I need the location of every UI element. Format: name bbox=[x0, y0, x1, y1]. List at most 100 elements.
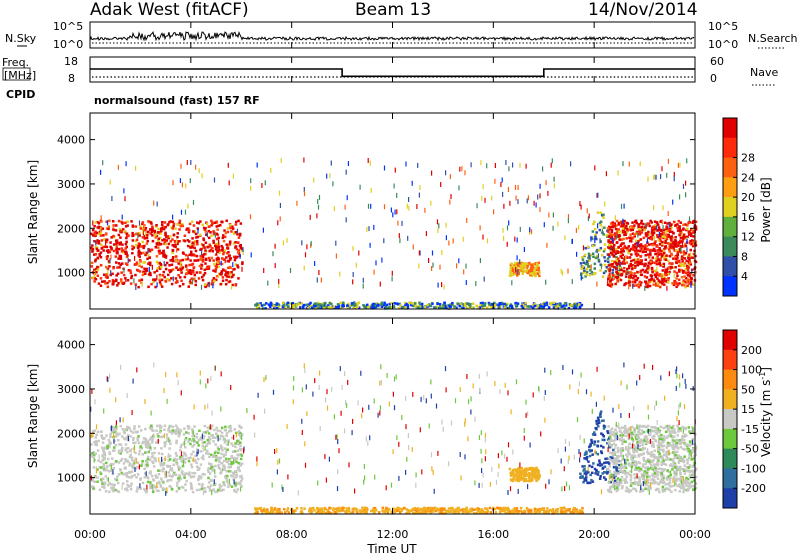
data-point bbox=[226, 432, 229, 435]
data-point bbox=[117, 482, 120, 485]
data-point bbox=[121, 250, 124, 253]
data-point bbox=[604, 264, 607, 267]
data-point bbox=[159, 427, 162, 430]
data-point bbox=[91, 265, 94, 268]
data-point bbox=[139, 255, 142, 258]
data-point bbox=[102, 227, 105, 230]
data-point bbox=[175, 425, 178, 428]
data-point bbox=[613, 255, 616, 258]
data-point bbox=[335, 241, 336, 246]
data-point bbox=[644, 248, 647, 251]
data-point bbox=[257, 163, 258, 168]
data-point bbox=[688, 457, 691, 460]
data-point bbox=[218, 459, 221, 462]
data-point bbox=[660, 275, 663, 278]
data-point bbox=[635, 240, 638, 243]
data-point bbox=[135, 166, 136, 171]
data-point bbox=[214, 178, 215, 183]
data-point bbox=[684, 262, 687, 265]
data-point bbox=[589, 482, 592, 485]
data-point bbox=[646, 248, 649, 251]
data-point bbox=[126, 224, 128, 227]
data-point bbox=[598, 259, 601, 262]
data-point bbox=[91, 456, 94, 459]
data-point bbox=[431, 171, 432, 176]
data-point bbox=[232, 451, 235, 454]
data-point bbox=[428, 258, 429, 263]
data-point bbox=[663, 435, 666, 438]
data-point bbox=[657, 477, 660, 480]
data-point bbox=[108, 220, 111, 223]
data-point bbox=[440, 182, 441, 187]
data-point bbox=[106, 255, 109, 258]
data-point bbox=[633, 430, 636, 433]
data-point bbox=[628, 245, 631, 248]
data-point bbox=[620, 452, 623, 455]
data-point bbox=[177, 240, 180, 243]
data-point bbox=[370, 204, 371, 209]
data-point bbox=[686, 280, 689, 283]
data-point bbox=[172, 464, 175, 467]
data-point bbox=[608, 244, 611, 247]
data-point bbox=[176, 239, 177, 244]
data-point bbox=[169, 458, 172, 461]
data-point bbox=[597, 473, 600, 476]
data-point bbox=[155, 460, 158, 463]
data-point bbox=[640, 238, 643, 241]
data-point bbox=[142, 236, 145, 239]
data-point bbox=[674, 172, 675, 177]
data-point bbox=[100, 244, 103, 247]
data-point bbox=[115, 224, 118, 227]
data-point bbox=[237, 277, 240, 280]
data-point bbox=[370, 161, 371, 166]
data-point bbox=[115, 274, 118, 277]
date-title: 14/Nov/2014 bbox=[588, 0, 698, 20]
data-point bbox=[180, 164, 181, 169]
data-point bbox=[665, 254, 668, 257]
data-point bbox=[607, 425, 610, 428]
data-point bbox=[215, 266, 218, 269]
data-point bbox=[690, 252, 691, 257]
data-point bbox=[673, 270, 676, 273]
data-point bbox=[505, 160, 506, 165]
data-point bbox=[650, 451, 653, 454]
data-point bbox=[190, 178, 191, 183]
data-point bbox=[524, 265, 527, 268]
freq-label-1: Freq. bbox=[2, 56, 29, 69]
data-point bbox=[176, 485, 179, 488]
data-point bbox=[144, 273, 147, 276]
data-point bbox=[646, 283, 649, 286]
data-point bbox=[222, 280, 225, 283]
data-point bbox=[491, 196, 492, 201]
noise-traces bbox=[90, 32, 694, 43]
data-point bbox=[190, 272, 193, 275]
data-point bbox=[670, 491, 673, 494]
data-point bbox=[227, 275, 230, 278]
data-point bbox=[620, 450, 623, 453]
data-point bbox=[587, 265, 590, 268]
data-point bbox=[630, 476, 633, 479]
data-point bbox=[144, 254, 147, 257]
data-point bbox=[665, 463, 668, 466]
data-point bbox=[622, 238, 625, 241]
data-point bbox=[521, 305, 524, 308]
data-point bbox=[212, 440, 215, 443]
data-point bbox=[663, 256, 666, 259]
data-point bbox=[124, 473, 127, 476]
data-point bbox=[105, 475, 108, 478]
data-point bbox=[282, 302, 285, 305]
data-point bbox=[634, 262, 637, 265]
data-point bbox=[173, 234, 176, 237]
data-point bbox=[191, 221, 194, 224]
data-point bbox=[396, 209, 397, 214]
data-point bbox=[208, 481, 211, 484]
data-point bbox=[202, 260, 205, 263]
data-point bbox=[108, 265, 111, 268]
data-point bbox=[161, 480, 164, 483]
data-point bbox=[209, 245, 212, 248]
data-point bbox=[671, 282, 674, 285]
data-point bbox=[205, 259, 208, 262]
data-point bbox=[630, 485, 633, 488]
data-point bbox=[140, 445, 143, 448]
